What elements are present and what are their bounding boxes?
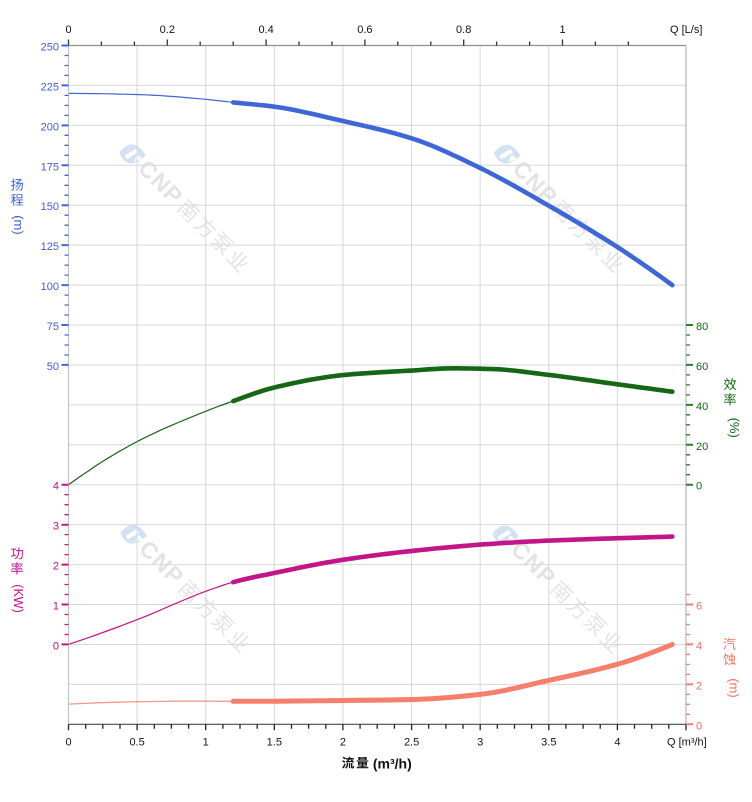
- svg-text:(m): (m): [11, 215, 26, 235]
- svg-text:2.5: 2.5: [404, 736, 419, 748]
- svg-text:3: 3: [477, 736, 483, 748]
- svg-text:1.5: 1.5: [267, 736, 282, 748]
- svg-text:0.5: 0.5: [129, 736, 144, 748]
- svg-text:4: 4: [53, 481, 59, 493]
- svg-text:50: 50: [47, 361, 59, 373]
- svg-text:75: 75: [47, 321, 59, 333]
- svg-text:0.6: 0.6: [357, 24, 372, 36]
- svg-text:1: 1: [203, 736, 209, 748]
- svg-text:225: 225: [41, 81, 59, 93]
- svg-text:2: 2: [340, 736, 346, 748]
- svg-text:200: 200: [41, 121, 59, 133]
- svg-text:1: 1: [559, 24, 565, 36]
- svg-text:0.4: 0.4: [258, 24, 273, 36]
- svg-text:0: 0: [53, 640, 59, 652]
- svg-text:4: 4: [614, 736, 620, 748]
- svg-text:0.2: 0.2: [160, 24, 175, 36]
- svg-text:0: 0: [696, 720, 702, 732]
- svg-text:250: 250: [41, 42, 59, 54]
- svg-text:(m³/h): (m³/h): [373, 755, 412, 771]
- svg-text:(%): (%): [727, 418, 742, 438]
- svg-text:60: 60: [696, 361, 708, 373]
- svg-text:6: 6: [696, 601, 702, 613]
- svg-text:20: 20: [696, 441, 708, 453]
- svg-text:125: 125: [41, 241, 59, 253]
- svg-text:3: 3: [53, 521, 59, 533]
- svg-text:3.5: 3.5: [541, 736, 556, 748]
- svg-text:4: 4: [696, 640, 702, 652]
- svg-text:150: 150: [41, 201, 59, 213]
- svg-text:2: 2: [53, 561, 59, 573]
- svg-text:Q [m³/h]: Q [m³/h]: [667, 736, 707, 748]
- svg-text:0: 0: [696, 481, 702, 493]
- svg-text:2: 2: [696, 680, 702, 692]
- svg-text:0: 0: [65, 24, 71, 36]
- svg-text:(KW): (KW): [11, 584, 25, 612]
- svg-text:0.8: 0.8: [456, 24, 471, 36]
- svg-text:100: 100: [41, 281, 59, 293]
- svg-text:175: 175: [41, 161, 59, 173]
- svg-text:Q [L/s]: Q [L/s]: [670, 24, 702, 36]
- svg-text:40: 40: [696, 401, 708, 413]
- svg-text:0: 0: [65, 736, 71, 748]
- svg-text:(m): (m): [727, 678, 742, 698]
- svg-text:80: 80: [696, 321, 708, 333]
- svg-text:1: 1: [53, 601, 59, 613]
